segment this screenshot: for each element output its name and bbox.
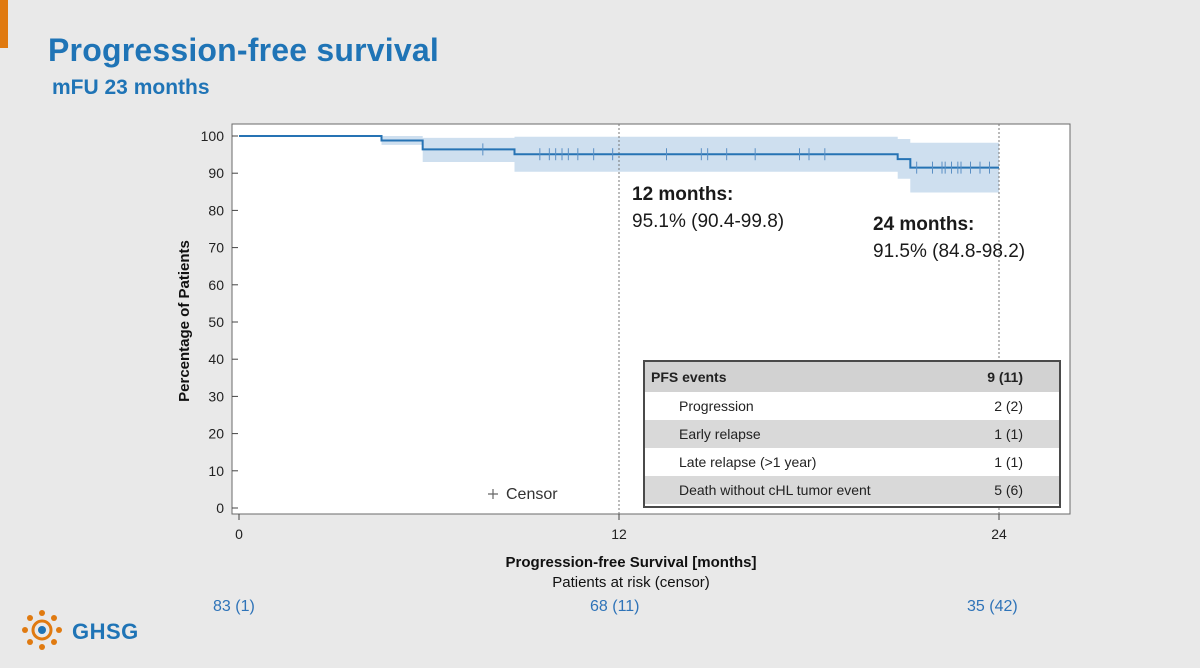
row-value: 2 (2): [994, 398, 1023, 414]
y-tick-label: 80: [208, 202, 224, 218]
header-value: 9 (11): [987, 369, 1023, 385]
logo-text: GHSG: [72, 619, 139, 644]
pfs-events-table: PFS events 9 (11) Progression 2 (2) Earl…: [643, 360, 1061, 508]
header-label: PFS events: [651, 369, 727, 385]
slide-subtitle: mFU 23 months: [52, 76, 210, 99]
censor-marks: [482, 143, 990, 174]
x-tick-label: 0: [235, 526, 243, 542]
y-tick-label: 0: [216, 500, 224, 516]
row-value: 5 (6): [994, 482, 1023, 498]
ghsg-logo-icon: [22, 610, 62, 650]
y-tick-label: 70: [208, 240, 224, 256]
row-value: 1 (1): [994, 426, 1023, 442]
row-label: Death without cHL tumor event: [679, 482, 871, 498]
annotation-24-heading: 24 months:: [873, 214, 974, 235]
risk-count-12: 68 (11): [590, 598, 640, 615]
y-axis: 0 10 20 30 40 50 60 70 80 90 100: [201, 128, 238, 516]
y-tick-label: 10: [208, 463, 224, 479]
table-header-row: PFS events 9 (11): [645, 362, 1059, 392]
y-tick-label: 40: [208, 351, 224, 367]
x-tick-label: 24: [991, 526, 1007, 542]
y-tick-label: 90: [208, 165, 224, 181]
y-tick-label: 20: [208, 426, 224, 442]
row-label: Progression: [679, 398, 754, 414]
row-label: Early relapse: [679, 426, 761, 442]
survival-step-line: [239, 135, 999, 169]
y-tick-label: 30: [208, 388, 224, 404]
x-axis: 0 12 24: [235, 514, 1007, 542]
legend: Censor: [488, 486, 558, 503]
x-axis-label: Progression-free Survival [months]: [506, 554, 757, 571]
risk-count-24: 35 (42): [967, 598, 1018, 615]
censor-legend-icon: [488, 489, 498, 499]
survival-curve-layer: [239, 135, 999, 169]
table-row: Early relapse 1 (1): [645, 420, 1059, 448]
row-label: Late relapse (>1 year): [679, 454, 817, 470]
table-row: Late relapse (>1 year) 1 (1): [645, 448, 1059, 476]
y-axis-label: Percentage of Patients: [176, 240, 193, 402]
y-tick-label: 50: [208, 314, 224, 330]
annotation-24-value: 91.5% (84.8-98.2): [873, 241, 1025, 262]
annotation-12-value: 95.1% (90.4-99.8): [632, 211, 784, 232]
table-row: Progression 2 (2): [645, 392, 1059, 420]
x-tick-label: 12: [611, 526, 627, 542]
orange-accent-bar: [0, 0, 8, 48]
risk-table-title: Patients at risk (censor): [552, 574, 710, 591]
legend-label: Censor: [506, 486, 558, 503]
row-value: 1 (1): [994, 454, 1023, 470]
risk-count-0: 83 (1): [213, 598, 255, 615]
y-tick-label: 100: [201, 128, 225, 144]
table-row: Death without cHL tumor event 5 (6): [645, 476, 1059, 504]
y-tick-label: 60: [208, 277, 224, 293]
slide-title: Progression-free survival: [48, 32, 439, 68]
annotation-12-heading: 12 months:: [632, 184, 733, 205]
